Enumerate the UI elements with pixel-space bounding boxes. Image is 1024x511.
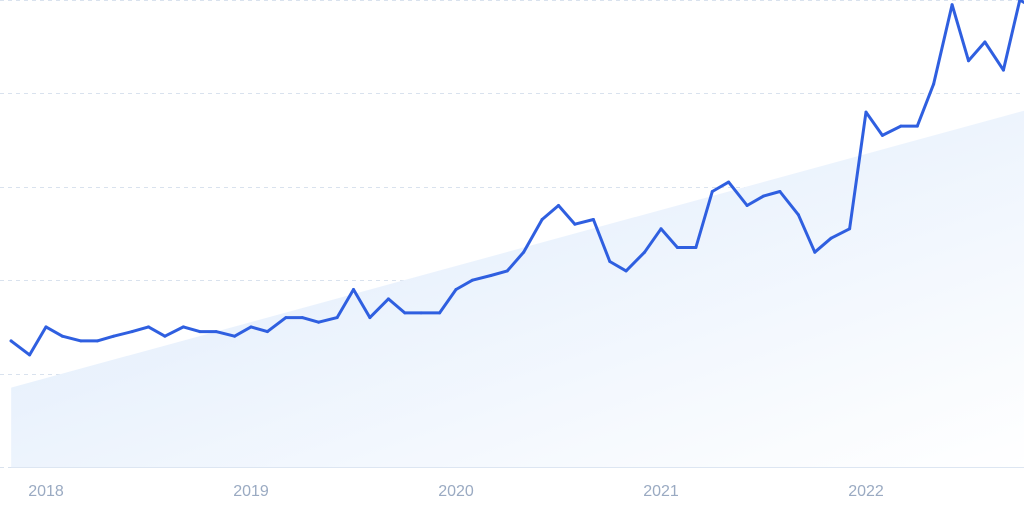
data-point <box>967 59 970 63</box>
trend-area <box>11 110 1024 467</box>
data-point <box>438 311 442 315</box>
data-point <box>880 133 884 137</box>
data-point <box>643 250 647 254</box>
data-point <box>950 3 954 7</box>
data-point <box>386 297 390 301</box>
data-point <box>505 269 509 273</box>
data-point <box>624 269 628 273</box>
data-point <box>762 194 765 198</box>
data-point <box>848 227 852 231</box>
data-point <box>727 180 731 184</box>
data-point <box>163 334 167 338</box>
data-point <box>694 246 698 249</box>
data-point <box>573 222 577 226</box>
data-point <box>130 330 134 334</box>
data-point <box>983 40 987 44</box>
data-point <box>233 334 237 338</box>
trend-area-fill <box>11 110 1024 467</box>
data-point <box>540 218 544 221</box>
data-point <box>778 190 782 193</box>
x-tick-label: 2019 <box>233 483 269 500</box>
data-point <box>181 325 185 329</box>
data-point <box>317 320 321 324</box>
data-point <box>813 250 817 254</box>
data-point <box>710 190 714 193</box>
data-point <box>608 260 612 263</box>
data-point <box>214 330 218 334</box>
data-point <box>659 227 663 231</box>
data-points <box>9 0 1022 357</box>
data-point <box>44 325 48 329</box>
data-point <box>932 82 936 86</box>
data-point <box>300 316 304 320</box>
data-point <box>915 124 919 128</box>
data-point <box>489 274 493 277</box>
data-point <box>796 213 800 217</box>
data-point <box>1001 68 1005 72</box>
data-point <box>557 204 560 207</box>
data-point <box>249 325 253 329</box>
data-point <box>284 316 288 320</box>
data-point <box>1018 0 1022 2</box>
data-point <box>829 236 833 240</box>
data-point <box>79 339 83 343</box>
data-point <box>95 339 99 343</box>
data-point <box>198 330 202 334</box>
x-tick-label: 2020 <box>438 483 474 500</box>
data-point <box>591 218 595 221</box>
data-point <box>864 110 868 114</box>
data-point <box>352 288 355 291</box>
data-point <box>522 250 526 254</box>
data-point <box>470 278 474 282</box>
data-point <box>899 124 903 128</box>
data-point <box>419 311 423 315</box>
data-point <box>112 334 116 338</box>
data-point <box>368 316 372 320</box>
data-point <box>28 353 32 357</box>
data-point <box>745 204 749 207</box>
data-point <box>60 334 64 338</box>
data-point <box>403 311 407 315</box>
x-axis: 2018 2019 2020 2021 2022 <box>11 467 1024 500</box>
data-point <box>335 316 339 320</box>
x-tick-label: 2018 <box>28 483 64 500</box>
data-point <box>675 246 679 249</box>
x-tick-label: 2022 <box>848 483 884 500</box>
x-tick-label: 2021 <box>643 483 679 500</box>
data-point <box>265 330 269 334</box>
data-point <box>454 288 458 291</box>
data-point <box>9 339 13 343</box>
data-point <box>147 325 150 329</box>
